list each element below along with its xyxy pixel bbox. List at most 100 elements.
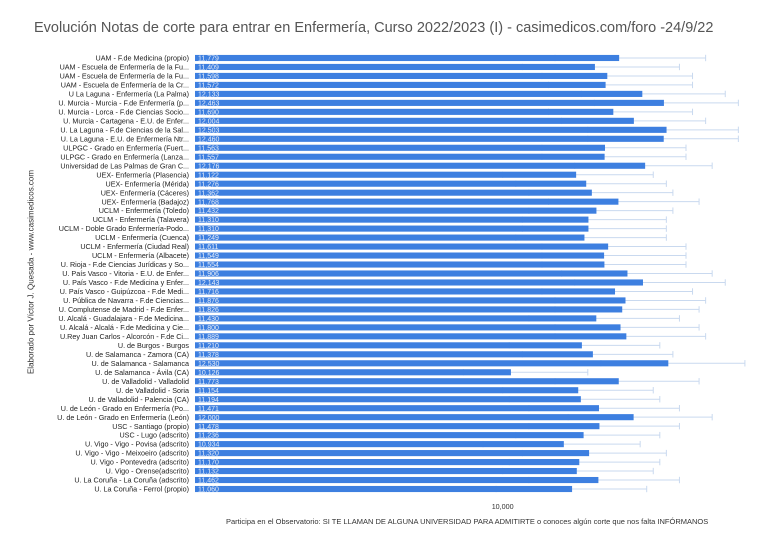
data-label: 11,210 xyxy=(198,343,219,350)
category-label: U La Laguna - Enfermería (La Palma) xyxy=(69,90,189,99)
data-label: 11,462 xyxy=(198,478,219,485)
bar xyxy=(195,485,573,493)
category-label: UCLM - Enfermería (Talavera) xyxy=(93,215,189,224)
data-label: 11,060 xyxy=(198,487,219,494)
category-label: U. Alcalá - Guadalajara - F.de Medicina.… xyxy=(58,314,189,323)
category-label: U. de Burgos - Burgos xyxy=(118,341,190,350)
category-label: U. Pública de Navarra - F.de Ciencias... xyxy=(63,296,189,305)
data-label: 10,934 xyxy=(198,442,220,449)
data-label: 11,310 xyxy=(198,226,219,233)
bar xyxy=(195,63,595,71)
bar xyxy=(195,198,619,205)
bar xyxy=(195,333,627,340)
category-label: UCLM - Enfermería (Toledo) xyxy=(99,206,189,215)
data-label: 11,249 xyxy=(198,235,219,242)
bar xyxy=(195,180,587,187)
category-label: U. de Salamanca - Ávila (CA) xyxy=(95,368,189,377)
bar xyxy=(195,252,605,259)
data-label: 12,176 xyxy=(198,163,220,170)
data-label: 11,478 xyxy=(198,424,219,431)
data-label: 11,768 xyxy=(198,199,219,206)
data-label: 11,716 xyxy=(198,289,219,296)
bar xyxy=(195,405,599,412)
bar xyxy=(195,225,589,232)
data-label: 11,554 xyxy=(198,262,219,269)
data-label: 12,530 xyxy=(198,361,220,368)
category-label: U. Vigo - Vigo - Povisa (adscrito) xyxy=(85,440,189,449)
category-label: U. Murcia - Murcia - F.de Enfermería (p.… xyxy=(58,98,189,107)
bar xyxy=(195,423,600,430)
category-label: U. País Vasco - F.de Medicina y Enfer... xyxy=(63,278,189,287)
bar xyxy=(195,135,664,142)
data-label: 11,563 xyxy=(198,145,219,152)
data-label: 11,557 xyxy=(198,154,219,161)
data-label: 11,826 xyxy=(198,307,219,314)
data-label: 11,378 xyxy=(198,352,219,359)
category-label: U. de León - Grado en Enfermería (León) xyxy=(57,413,189,422)
category-label: UCLM - Enfermería (Ciudad Real) xyxy=(80,242,189,251)
category-label: U. de Valladolid - Soria xyxy=(116,386,189,395)
category-label: U. Rioja - F.de Ciencias Jurídicas y So.… xyxy=(61,260,189,269)
bar xyxy=(195,189,592,196)
category-label: Universidad de Las Palmas de Gran C... xyxy=(60,161,189,170)
data-label: 11,876 xyxy=(198,298,219,305)
data-label: 11,320 xyxy=(198,451,219,458)
data-label: 11,310 xyxy=(198,217,219,224)
bar xyxy=(195,467,577,475)
data-label: 10,126 xyxy=(198,370,220,377)
bar xyxy=(195,216,589,223)
bar xyxy=(195,99,664,106)
category-label: UEX- Enfermería (Plasencia) xyxy=(96,170,189,179)
category-label: U. La Laguna - E.U. de Enfermería Ntr... xyxy=(61,134,189,143)
category-label: U. de Salamanca - Zamora (CA) xyxy=(86,350,189,359)
data-label: 12,004 xyxy=(198,118,220,125)
category-label: U. de Valladolid - Palencia (CA) xyxy=(88,395,189,404)
data-label: 11,611 xyxy=(198,244,218,251)
data-label: 11,194 xyxy=(198,397,219,404)
bar xyxy=(195,207,597,214)
data-label: 11,598 xyxy=(198,74,219,81)
data-label: 11,432 xyxy=(198,208,219,215)
data-label: 11,549 xyxy=(198,253,219,260)
footnote: Participa en el Observatorio: SI TE LLAM… xyxy=(226,517,709,526)
category-label: U. La Coruña - La Coruña (adscrito) xyxy=(74,476,189,485)
data-label: 12,463 xyxy=(198,100,220,107)
bar xyxy=(195,324,621,331)
category-label: USC - Lugo (adscrito) xyxy=(119,431,189,440)
bar xyxy=(195,54,620,62)
bar xyxy=(195,72,608,80)
bar xyxy=(195,171,577,178)
bar xyxy=(195,369,511,376)
category-label: U. La Coruña - Ferrol (propio) xyxy=(94,485,189,494)
category-label: U. de León - Grado en Enfermería (Po... xyxy=(61,404,189,413)
bar xyxy=(195,459,580,466)
bar xyxy=(195,360,669,367)
bar xyxy=(195,315,597,322)
bar xyxy=(195,441,564,448)
category-label: UEX- Enfermería (Cáceres) xyxy=(101,188,189,197)
category-label: U. Murcia - Cartagena - E.U. de Enfer... xyxy=(63,116,189,125)
data-label: 11,889 xyxy=(198,334,219,341)
data-label: 11,906 xyxy=(198,271,219,278)
bar xyxy=(195,342,582,349)
data-label: 11,572 xyxy=(198,83,219,90)
bar xyxy=(195,108,614,115)
data-label: 11,471 xyxy=(198,406,219,413)
category-label: UCLM - Doble Grado Enfermería-Podo... xyxy=(59,224,189,233)
category-label: UCLM - Enfermería (Albacete) xyxy=(92,251,189,260)
bar xyxy=(195,279,643,286)
data-label: 11,430 xyxy=(198,316,219,323)
category-label: U. La Laguna - F.de Ciencias de la Sal..… xyxy=(60,125,189,134)
bar xyxy=(195,396,581,403)
bar xyxy=(195,414,634,421)
bar xyxy=(195,378,619,385)
bar xyxy=(195,162,646,169)
category-label: UEX- Enfermería (Mérida) xyxy=(106,179,189,188)
data-label: 11,409 xyxy=(198,65,219,72)
data-label: 12,143 xyxy=(198,280,220,287)
bar xyxy=(195,234,585,241)
data-label: 11,170 xyxy=(198,460,219,467)
bar-layer xyxy=(195,54,669,493)
